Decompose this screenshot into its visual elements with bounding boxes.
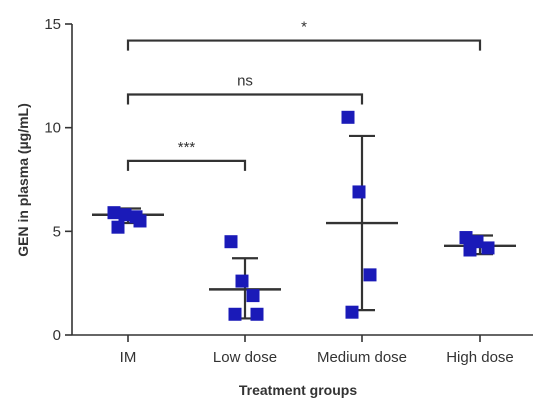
data-point bbox=[118, 208, 132, 222]
data-point bbox=[107, 206, 121, 220]
data-point bbox=[352, 185, 366, 199]
significance-label: * bbox=[301, 19, 307, 36]
data-point bbox=[111, 220, 125, 234]
data-point bbox=[463, 243, 477, 257]
data-point bbox=[228, 307, 242, 321]
y-tick-label: 15 bbox=[44, 16, 61, 33]
data-point bbox=[341, 110, 355, 124]
significance-bracket bbox=[126, 93, 364, 105]
error-bars bbox=[92, 134, 516, 320]
x-ticks: IM Low dose Medium dose High dose bbox=[120, 335, 514, 366]
data-point bbox=[481, 241, 495, 255]
data-points bbox=[107, 110, 495, 321]
y-tick-label: 10 bbox=[44, 120, 61, 137]
data-point bbox=[133, 214, 147, 228]
x-tick-label: Medium dose bbox=[317, 349, 407, 366]
x-tick-label: IM bbox=[120, 349, 137, 366]
data-point bbox=[363, 268, 377, 282]
data-point bbox=[459, 231, 473, 245]
x-axis-title: Treatment groups bbox=[239, 382, 357, 398]
y-ticks: 0 5 10 15 bbox=[44, 16, 72, 344]
x-tick-label: Low dose bbox=[213, 349, 277, 366]
significance-brackets: *** ns * bbox=[126, 19, 482, 171]
data-point bbox=[224, 235, 238, 249]
data-point bbox=[345, 305, 359, 319]
data-point bbox=[250, 307, 264, 321]
data-point bbox=[246, 289, 260, 303]
significance-bracket bbox=[126, 39, 482, 51]
data-point bbox=[235, 274, 249, 288]
significance-label: *** bbox=[178, 139, 196, 156]
y-tick-label: 0 bbox=[53, 327, 61, 344]
y-tick-label: 5 bbox=[53, 223, 61, 240]
axes bbox=[71, 24, 533, 336]
x-tick-label: High dose bbox=[446, 349, 514, 366]
significance-label: ns bbox=[237, 72, 253, 89]
y-axis-title: GEN in plasma (µg/mL) bbox=[15, 103, 31, 257]
significance-bracket bbox=[126, 159, 247, 171]
